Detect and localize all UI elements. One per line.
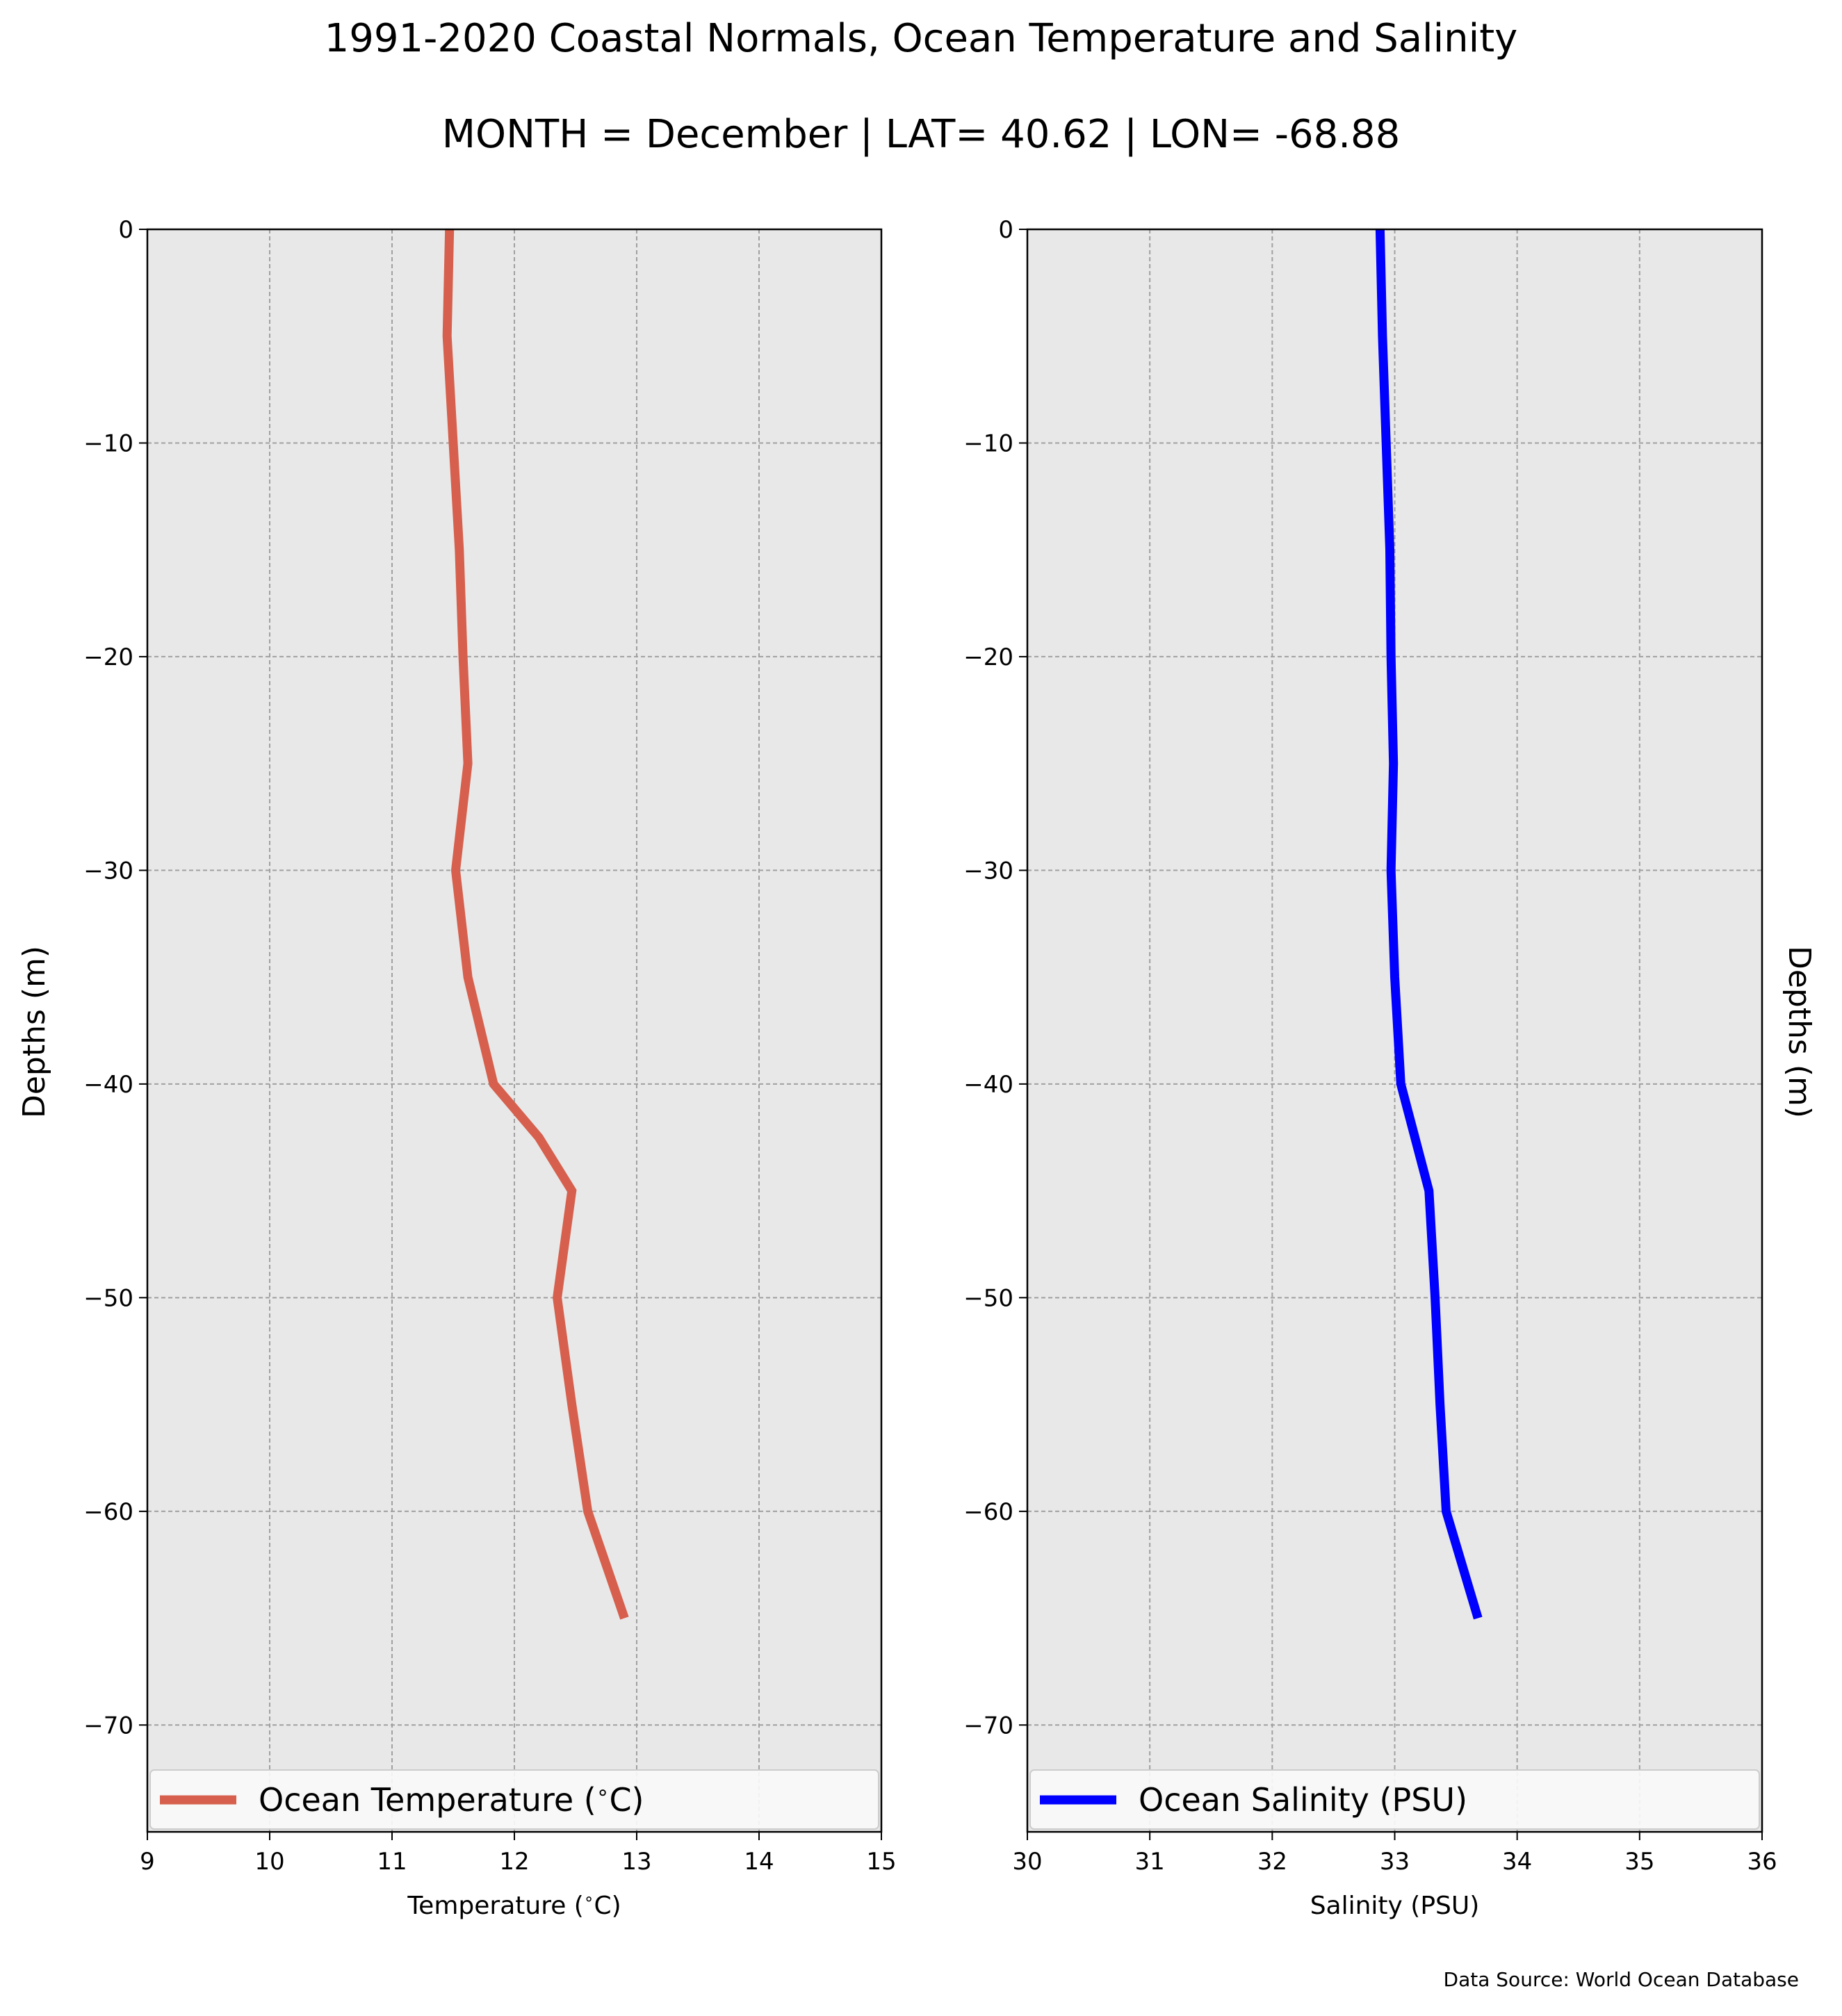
temperature-legend-box [149, 1769, 879, 1830]
temperature-legend-label: Ocean Temperature (∘C) [259, 1780, 644, 1819]
salinity-x-axis-label: Salinity (PSU) [1310, 1892, 1480, 1920]
temperature-axes-frame [146, 228, 883, 1833]
salinity-x-tick-label: 31 [1135, 1848, 1165, 1876]
salinity-x-tick-label: 34 [1502, 1848, 1532, 1876]
salinity-y-tick-label: −20 [963, 644, 1013, 671]
salinity-x-tick-label: 36 [1747, 1848, 1777, 1876]
salinity-y-tick-label: −30 [963, 857, 1013, 885]
salinity-legend-label: Ocean Salinity (PSU) [1139, 1781, 1467, 1819]
temperature-chart: 9 10 11 12 13 14 15 0 −10 −20 −30 −40 −50 −60 −70 Ocean… [17, 216, 897, 1920]
salinity-x-tick-label: 35 [1624, 1848, 1654, 1876]
temperature-x-tick-label: 14 [744, 1848, 774, 1876]
salinity-y-tick-label: 0 [998, 216, 1013, 244]
salinity-y-tick-label: −10 [963, 429, 1013, 457]
salinity-y-axis-label: Depths (m) [1782, 946, 1817, 1118]
salinity-x-tick-label: 30 [1012, 1848, 1042, 1876]
temperature-y-axis-label: Depths (m) [17, 946, 52, 1118]
temperature-y-tick-label: −40 [83, 1071, 133, 1099]
salinity-y-tick-label: −70 [963, 1712, 1013, 1739]
salinity-x-tick-label: 32 [1257, 1848, 1287, 1876]
temperature-legend: Ocean Temperature (∘C) [149, 1769, 879, 1830]
figure-subtitle: MONTH = December | LAT= 40.62 | LON= -68… [442, 112, 1401, 157]
temperature-series-line [442, 229, 629, 1620]
temperature-y-tick-label: 0 [118, 216, 133, 244]
temperature-y-tick-label: −60 [83, 1498, 133, 1526]
temperature-x-tick-label: 10 [254, 1848, 284, 1876]
temperature-y-tick-label: −50 [83, 1284, 133, 1312]
salinity-axes-frame [1026, 228, 1763, 1833]
temperature-y-tick-label: −30 [83, 857, 133, 885]
salinity-legend-box [1029, 1769, 1760, 1830]
salinity-x-tick-label: 33 [1380, 1848, 1410, 1876]
temperature-x-axis-label: Temperature (∘C) [407, 1889, 621, 1920]
figure-title: 1991-2020 Coastal Normals, Ocean Tempera… [325, 16, 1518, 61]
temperature-x-tick-label: 15 [866, 1848, 896, 1876]
salinity-chart: 30 31 32 33 34 35 36 0 −10 −20 −30 −40 −50 −60 −70 Ocea… [963, 216, 1817, 1920]
salinity-y-tick-label: −40 [963, 1071, 1013, 1099]
salinity-legend: Ocean Salinity (PSU) [1029, 1769, 1760, 1830]
temperature-x-tick-label: 11 [377, 1848, 407, 1876]
temperature-x-tick-label: 9 [140, 1848, 155, 1876]
temperature-y-tick-label: −20 [83, 644, 133, 671]
temperature-x-tick-label: 13 [621, 1848, 651, 1876]
salinity-y-tick-label: −60 [963, 1498, 1013, 1526]
salinity-series-line [1375, 229, 1483, 1620]
temperature-y-tick-label: −70 [83, 1712, 133, 1739]
temperature-y-tick-label: −10 [83, 429, 133, 457]
temperature-x-tick-label: 12 [499, 1848, 529, 1876]
salinity-y-tick-label: −50 [963, 1284, 1013, 1312]
data-source-note: Data Source: World Ocean Database [1444, 1968, 1799, 1991]
